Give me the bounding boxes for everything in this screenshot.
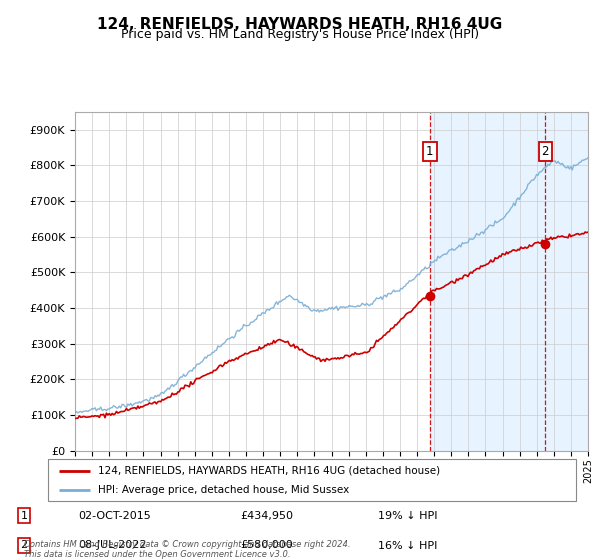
Text: 1: 1 (426, 144, 434, 158)
Text: 1: 1 (20, 511, 28, 521)
Text: Contains HM Land Registry data © Crown copyright and database right 2024.
This d: Contains HM Land Registry data © Crown c… (24, 540, 350, 559)
Text: Price paid vs. HM Land Registry's House Price Index (HPI): Price paid vs. HM Land Registry's House … (121, 28, 479, 41)
Text: £434,950: £434,950 (240, 511, 293, 521)
Text: 124, RENFIELDS, HAYWARDS HEATH, RH16 4UG (detached house): 124, RENFIELDS, HAYWARDS HEATH, RH16 4UG… (98, 465, 440, 475)
Text: 2: 2 (20, 540, 28, 550)
Text: 124, RENFIELDS, HAYWARDS HEATH, RH16 4UG: 124, RENFIELDS, HAYWARDS HEATH, RH16 4UG (97, 17, 503, 32)
Text: 2: 2 (542, 144, 549, 158)
Text: £580,000: £580,000 (240, 540, 293, 550)
Text: 08-JUL-2022: 08-JUL-2022 (78, 540, 146, 550)
Text: HPI: Average price, detached house, Mid Sussex: HPI: Average price, detached house, Mid … (98, 485, 349, 495)
Bar (430, 112, 596, 451)
Text: 19% ↓ HPI: 19% ↓ HPI (378, 511, 437, 521)
Text: 02-OCT-2015: 02-OCT-2015 (78, 511, 151, 521)
Text: 16% ↓ HPI: 16% ↓ HPI (378, 540, 437, 550)
